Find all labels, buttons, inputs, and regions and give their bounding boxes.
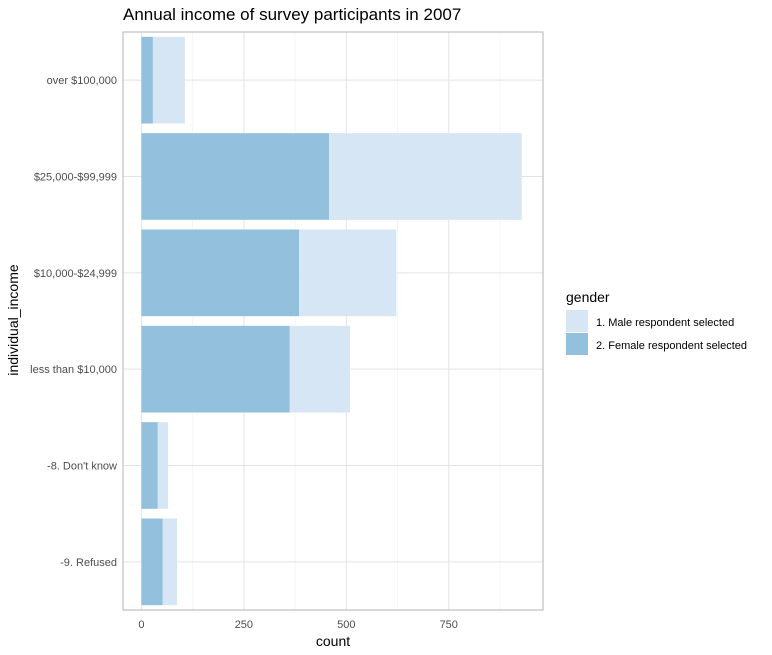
x-tick-label: 500 [337, 619, 355, 631]
bar-male-2 [299, 229, 397, 317]
bars [141, 36, 522, 606]
y-tick-label: less than $10,000 [30, 364, 117, 376]
minor-gridlines [192, 32, 501, 610]
y-axis-title: individual_income [5, 264, 21, 376]
legend-title: gender [566, 289, 610, 305]
x-tick-label: 750 [440, 619, 458, 631]
y-axis-tick-labels: over $100,000 $25,000-$99,999 $10,000-$24,… [30, 75, 117, 569]
y-tick-label: over $100,000 [47, 75, 117, 87]
bar-female-0 [141, 36, 153, 124]
bar-female-1 [141, 133, 330, 220]
y-tick-label: $10,000-$24,999 [34, 268, 117, 280]
x-axis-title: count [316, 633, 350, 649]
plot-panel-border [122, 31, 544, 611]
x-tick-label: 0 [138, 619, 144, 631]
x-tick-label: 250 [235, 619, 253, 631]
bar-male-3 [289, 325, 351, 413]
bar-male-1 [329, 133, 522, 220]
y-tick-label: -9. Refused [60, 557, 117, 569]
bar-female-3 [141, 325, 290, 413]
bar-male-4 [157, 422, 169, 509]
bar-female-4 [141, 422, 158, 509]
x-axis-tick-labels: 0 250 500 750 [138, 619, 458, 631]
bar-male-0 [152, 36, 185, 124]
y-tick-label: $25,000-$99,999 [34, 172, 117, 184]
bar-male-5 [162, 518, 178, 606]
legend-swatch-male [566, 310, 588, 332]
bar-female-5 [141, 518, 163, 606]
legend: gender 1. Male respondent selected 2. Fe… [566, 289, 747, 355]
legend-swatch-female [566, 333, 588, 355]
legend-label-male: 1. Male respondent selected [596, 317, 734, 329]
y-tick-label: -8. Don't know [47, 461, 117, 473]
bar-female-2 [141, 229, 300, 317]
chart-title: Annual income of survey participants in … [123, 5, 461, 24]
major-gridlines [123, 32, 543, 610]
legend-label-female: 2. Female respondent selected [596, 340, 747, 352]
